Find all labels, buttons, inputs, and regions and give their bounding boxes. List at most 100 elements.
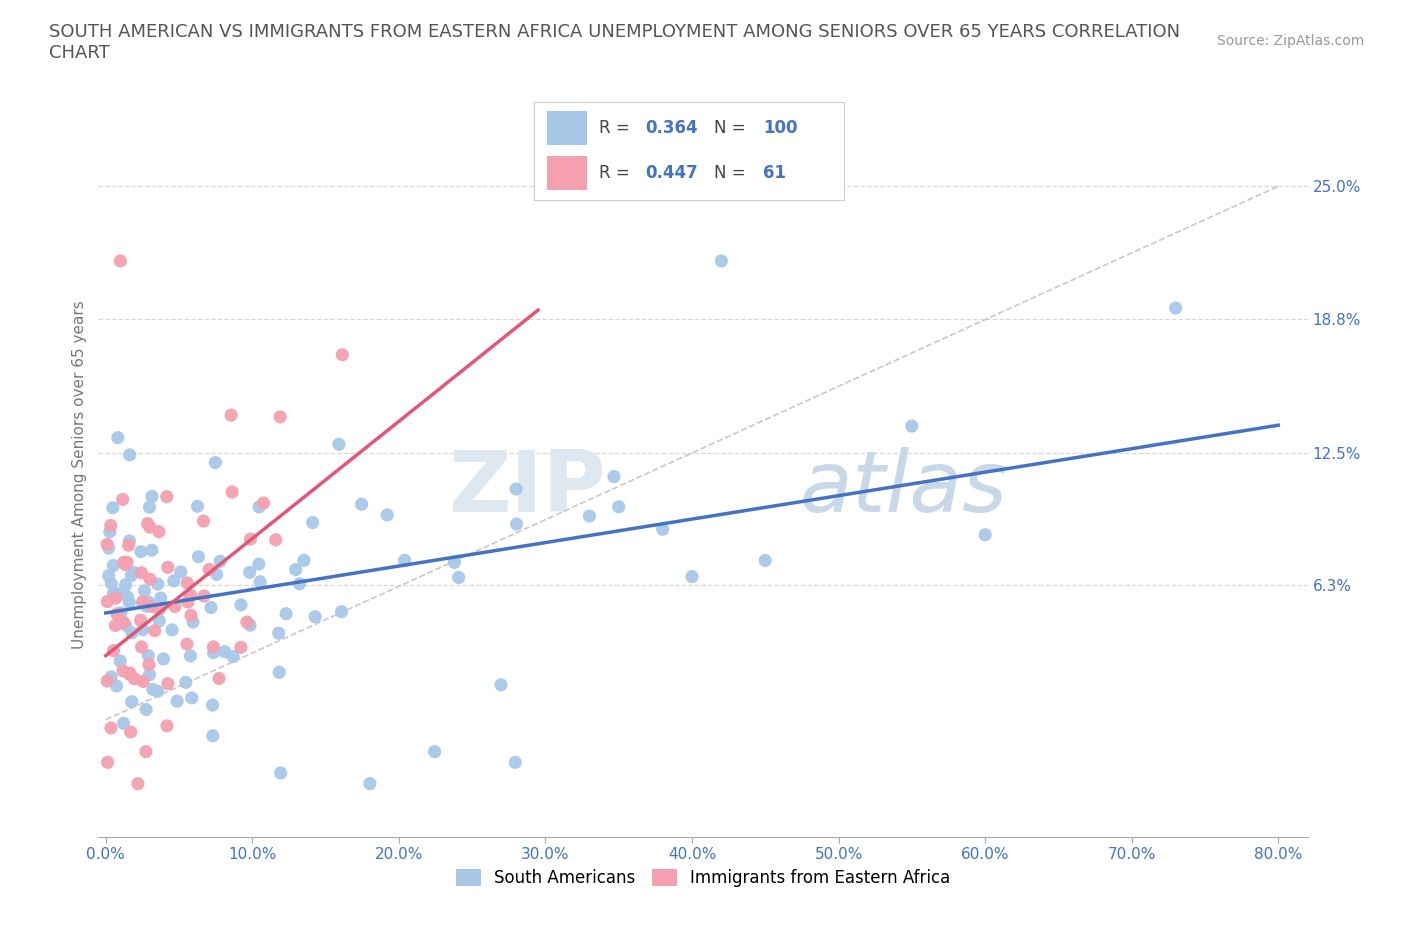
Point bbox=[180, 588, 202, 603]
Point bbox=[974, 527, 997, 542]
Point bbox=[129, 544, 152, 559]
Point bbox=[142, 682, 165, 697]
Point bbox=[135, 702, 157, 717]
Point bbox=[177, 594, 200, 609]
Point bbox=[252, 496, 274, 511]
Point bbox=[131, 640, 153, 655]
Point bbox=[97, 755, 120, 770]
Point bbox=[100, 518, 122, 533]
Point bbox=[156, 489, 179, 504]
Point bbox=[160, 622, 183, 637]
Point bbox=[186, 498, 208, 513]
Point bbox=[136, 516, 159, 531]
Point bbox=[163, 599, 186, 614]
Point bbox=[146, 684, 169, 698]
Point bbox=[132, 622, 155, 637]
Point bbox=[198, 562, 221, 577]
Point bbox=[104, 586, 127, 601]
Point bbox=[104, 618, 127, 633]
Point bbox=[103, 558, 125, 573]
Point bbox=[239, 532, 262, 547]
Point bbox=[503, 755, 526, 770]
Point bbox=[136, 648, 159, 663]
Point bbox=[103, 586, 125, 601]
Bar bbox=[547, 111, 586, 145]
Point bbox=[219, 407, 242, 422]
Point bbox=[104, 588, 127, 603]
Point bbox=[267, 626, 290, 641]
Point bbox=[138, 499, 160, 514]
Point bbox=[141, 543, 163, 558]
Point bbox=[100, 577, 122, 591]
Point bbox=[100, 670, 122, 684]
Point bbox=[118, 447, 141, 462]
Point bbox=[205, 567, 228, 582]
Point bbox=[202, 645, 225, 660]
Point bbox=[121, 695, 143, 710]
Text: R =: R = bbox=[599, 164, 636, 182]
Point bbox=[118, 666, 141, 681]
Text: ZIP: ZIP bbox=[449, 447, 606, 530]
Point bbox=[111, 492, 134, 507]
Point bbox=[146, 577, 169, 591]
Legend: South Americans, Immigrants from Eastern Africa: South Americans, Immigrants from Eastern… bbox=[449, 862, 957, 894]
Point bbox=[394, 552, 416, 567]
Point bbox=[163, 574, 186, 589]
Point bbox=[112, 555, 135, 570]
Point bbox=[139, 572, 162, 587]
Point bbox=[117, 538, 139, 552]
Point bbox=[209, 554, 232, 569]
Point bbox=[214, 644, 236, 659]
Point bbox=[270, 765, 292, 780]
Point bbox=[105, 679, 128, 694]
Point bbox=[204, 455, 226, 470]
Point bbox=[181, 615, 204, 630]
Point bbox=[98, 525, 121, 539]
Point bbox=[129, 613, 152, 628]
Point bbox=[201, 728, 224, 743]
Point bbox=[117, 590, 139, 604]
Point bbox=[505, 516, 527, 531]
Point bbox=[149, 591, 172, 605]
Point bbox=[148, 614, 170, 629]
Point bbox=[269, 409, 291, 424]
Text: 0.364: 0.364 bbox=[645, 119, 699, 138]
Point bbox=[110, 605, 132, 620]
Point bbox=[200, 600, 222, 615]
Point bbox=[221, 485, 243, 499]
Point bbox=[122, 565, 145, 579]
Point bbox=[96, 673, 118, 688]
Point bbox=[274, 606, 297, 621]
Point bbox=[229, 640, 252, 655]
Point bbox=[118, 595, 141, 610]
Point bbox=[350, 497, 373, 512]
Point bbox=[222, 649, 245, 664]
Point bbox=[247, 557, 270, 572]
Point bbox=[108, 654, 131, 669]
Point bbox=[292, 553, 315, 568]
Point bbox=[229, 597, 252, 612]
Point bbox=[131, 565, 153, 580]
Point bbox=[166, 694, 188, 709]
Point bbox=[201, 698, 224, 712]
Point bbox=[180, 690, 202, 705]
Point bbox=[754, 553, 776, 568]
Point bbox=[375, 508, 398, 523]
Point bbox=[135, 744, 157, 759]
Point bbox=[156, 718, 179, 733]
Text: 61: 61 bbox=[763, 164, 786, 182]
Point bbox=[284, 562, 307, 577]
Point bbox=[236, 615, 259, 630]
Point bbox=[359, 777, 381, 791]
Point bbox=[710, 254, 733, 269]
Text: N =: N = bbox=[714, 164, 751, 182]
Point bbox=[110, 254, 132, 269]
Point bbox=[304, 609, 326, 624]
Point bbox=[112, 615, 135, 630]
Point bbox=[120, 568, 142, 583]
Point bbox=[239, 618, 262, 632]
Point bbox=[143, 623, 166, 638]
Point bbox=[114, 578, 136, 592]
Point bbox=[603, 469, 626, 484]
Text: N =: N = bbox=[714, 119, 751, 138]
